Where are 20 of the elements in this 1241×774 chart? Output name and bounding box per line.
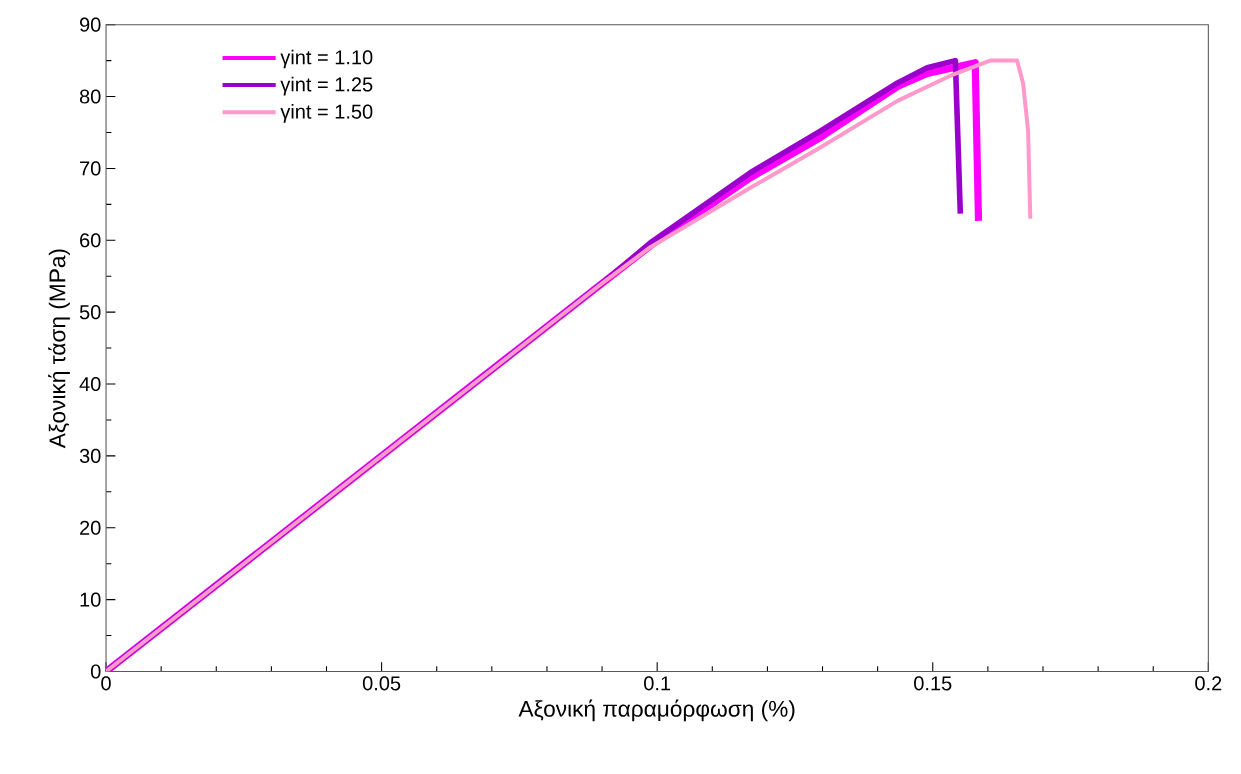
x-tick-label: 0.1 (644, 676, 671, 691)
y-tick-label: 0 (90, 664, 101, 679)
y-tick-label: 10 (80, 592, 101, 607)
x-tick-label: 0 (101, 676, 111, 691)
legend-label: γint = 1.10 (280, 49, 373, 69)
legend-label: γint = 1.50 (280, 103, 373, 123)
y-tick-label: 90 (80, 17, 101, 32)
y-tick-label: 70 (80, 161, 101, 176)
y-tick-label: 60 (80, 233, 101, 248)
x-tick-label: 0.2 (1195, 676, 1222, 691)
legend-label: γint = 1.25 (280, 76, 373, 96)
y-tick-label: 80 (79, 89, 101, 104)
y-tick-label: 20 (80, 520, 101, 535)
y-tick-label: 40 (79, 376, 101, 392)
x-axis-title: Αξονική παραμόρφωση (%) (518, 699, 795, 722)
y-tick-label: 50 (79, 304, 101, 320)
x-tick-label: 0.05 (362, 676, 401, 691)
y-axis-title: Αξονική τάση (MPa) (48, 249, 70, 449)
y-tick-label: 30 (79, 448, 101, 463)
x-tick-label: 0.15 (914, 676, 952, 691)
